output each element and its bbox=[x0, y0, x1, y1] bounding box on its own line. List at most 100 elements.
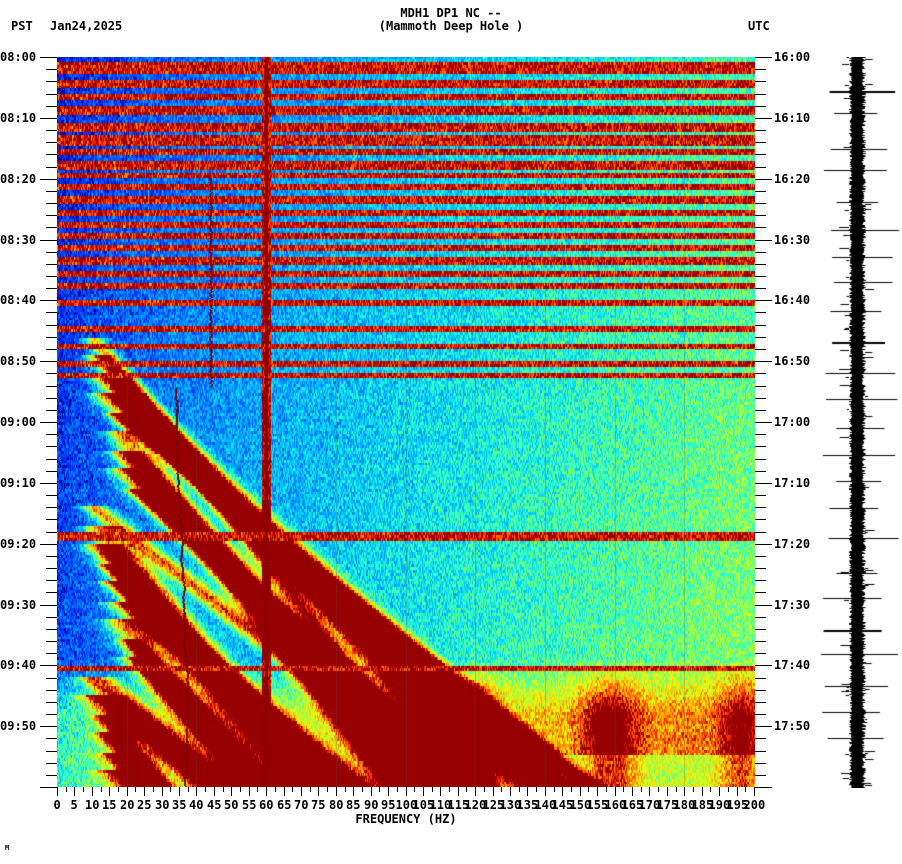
time-label-utc: 16:50 bbox=[774, 354, 811, 368]
time-tick-minor bbox=[755, 312, 766, 313]
time-label-pst: 08:10 bbox=[0, 111, 37, 125]
freq-tick-minor bbox=[693, 787, 694, 792]
freq-label: 80 bbox=[329, 798, 344, 812]
time-tick-minor bbox=[755, 775, 766, 776]
time-label-pst: 08:40 bbox=[0, 293, 37, 307]
time-tick-minor bbox=[755, 678, 766, 679]
time-tick-minor bbox=[755, 288, 766, 289]
time-label-utc: 16:10 bbox=[774, 111, 811, 125]
freq-label: 155 bbox=[586, 798, 609, 812]
time-label-pst: 09:20 bbox=[0, 537, 37, 551]
freq-tick-major bbox=[318, 787, 319, 796]
time-tick-minor bbox=[755, 154, 766, 155]
freq-tick-minor bbox=[83, 787, 84, 792]
freq-tick-minor bbox=[519, 787, 520, 792]
freq-tick-minor bbox=[501, 787, 502, 792]
time-tick-minor bbox=[46, 568, 57, 569]
freq-tick-minor bbox=[327, 787, 328, 792]
time-tick-major bbox=[755, 300, 772, 301]
freq-label: 195 bbox=[726, 798, 749, 812]
freq-tick-minor bbox=[641, 787, 642, 792]
time-tick-minor bbox=[755, 130, 766, 131]
time-axis-utc: 16:00 16:10 16:20 16:30 16:40 16:50 17:00 17:10… bbox=[755, 50, 815, 788]
time-tick-minor bbox=[46, 69, 57, 70]
time-tick-minor bbox=[46, 349, 57, 350]
freq-label: 65 bbox=[277, 798, 292, 812]
freq-tick-major bbox=[92, 787, 93, 796]
freq-tick-major bbox=[440, 787, 441, 796]
time-tick-minor bbox=[755, 276, 766, 277]
time-tick-minor bbox=[755, 629, 766, 630]
time-axis-pst: 08:00 08:10 08:20 08:30 08:40 08:50 09:00 09:10… bbox=[0, 50, 57, 788]
time-tick-minor bbox=[46, 690, 57, 691]
freq-tick-minor bbox=[345, 787, 346, 792]
time-tick-minor bbox=[755, 398, 766, 399]
time-tick-minor bbox=[755, 434, 766, 435]
time-tick-minor bbox=[755, 446, 766, 447]
freq-tick-minor bbox=[101, 787, 102, 792]
freq-tick-major bbox=[493, 787, 494, 796]
freq-tick-minor bbox=[554, 787, 555, 792]
time-tick-minor bbox=[46, 702, 57, 703]
freq-label: 175 bbox=[656, 798, 679, 812]
freq-label: 45 bbox=[207, 798, 222, 812]
freq-tick-minor bbox=[432, 787, 433, 792]
time-tick-minor bbox=[755, 471, 766, 472]
time-tick-minor bbox=[755, 532, 766, 533]
time-tick-major bbox=[755, 665, 772, 666]
spectrogram-plot[interactable] bbox=[57, 57, 755, 787]
seismogram-trace bbox=[820, 57, 902, 788]
freq-label: 5 bbox=[70, 798, 78, 812]
freq-tick-major bbox=[632, 787, 633, 796]
time-tick-minor bbox=[755, 81, 766, 82]
time-tick-major bbox=[40, 361, 57, 362]
time-tick-minor bbox=[755, 167, 766, 168]
freq-tick-major bbox=[266, 787, 267, 796]
time-tick-minor bbox=[755, 227, 766, 228]
freq-tick-major bbox=[719, 787, 720, 796]
freq-label: 135 bbox=[516, 798, 539, 812]
time-tick-minor bbox=[755, 252, 766, 253]
freq-label: 60 bbox=[259, 798, 274, 812]
time-tick-minor bbox=[755, 142, 766, 143]
freq-tick-minor bbox=[188, 787, 189, 792]
time-tick-minor bbox=[755, 580, 766, 581]
freq-label: 140 bbox=[534, 798, 557, 812]
frequency-axis: 0 5 10 15 20 25 30 35 40 45 50 55 60 65 70 75 80 85 90 95 10… bbox=[54, 787, 765, 827]
time-tick-minor bbox=[46, 434, 57, 435]
time-tick-minor bbox=[755, 568, 766, 569]
freq-label: 95 bbox=[381, 798, 396, 812]
freq-tick-major bbox=[301, 787, 302, 796]
time-tick-minor bbox=[755, 751, 766, 752]
time-tick-minor bbox=[46, 154, 57, 155]
freq-tick-major bbox=[179, 787, 180, 796]
time-tick-major bbox=[755, 787, 772, 788]
time-tick-minor bbox=[755, 191, 766, 192]
time-tick-minor bbox=[46, 398, 57, 399]
time-label-utc: 16:20 bbox=[774, 172, 811, 186]
freq-label: 110 bbox=[429, 798, 452, 812]
time-tick-major bbox=[755, 726, 772, 727]
freq-label: 70 bbox=[294, 798, 309, 812]
time-tick-minor bbox=[46, 94, 57, 95]
time-label-pst: 08:50 bbox=[0, 354, 37, 368]
freq-label: 180 bbox=[673, 798, 696, 812]
time-label-utc: 16:30 bbox=[774, 233, 811, 247]
freq-tick-major bbox=[423, 787, 424, 796]
time-tick-minor bbox=[46, 556, 57, 557]
freq-label: 160 bbox=[604, 798, 627, 812]
time-tick-major bbox=[40, 787, 57, 788]
freq-tick-minor bbox=[571, 787, 572, 792]
time-tick-minor bbox=[755, 325, 766, 326]
time-label-utc: 17:10 bbox=[774, 476, 811, 490]
freq-tick-minor bbox=[588, 787, 589, 792]
time-tick-minor bbox=[46, 507, 57, 508]
time-tick-minor bbox=[46, 714, 57, 715]
freq-tick-major bbox=[57, 787, 58, 796]
freq-tick-minor bbox=[223, 787, 224, 792]
freq-label: 35 bbox=[172, 798, 187, 812]
time-tick-minor bbox=[46, 203, 57, 204]
frequency-axis-label: FREQUENCY (HZ) bbox=[355, 812, 457, 826]
time-tick-minor bbox=[755, 690, 766, 691]
freq-label: 125 bbox=[482, 798, 505, 812]
